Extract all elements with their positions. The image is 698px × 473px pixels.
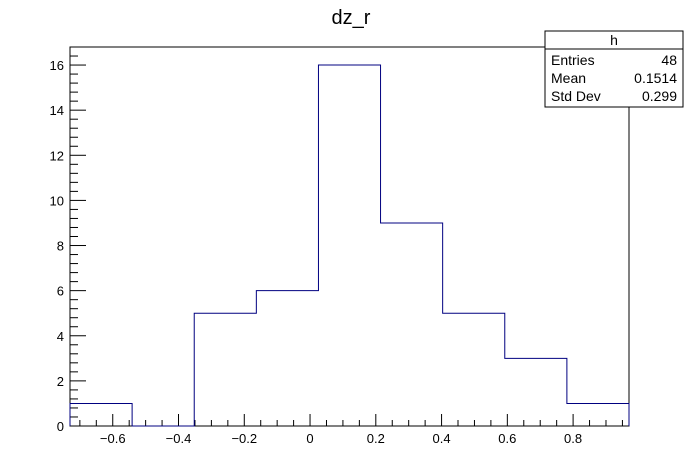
y-tick-label: 6	[57, 284, 64, 299]
x-tick-label: 0.4	[433, 431, 451, 446]
y-tick-label: 4	[57, 329, 64, 344]
y-axis: 0 2 4 6 8 10 12 14 16	[50, 46, 86, 434]
x-tick-label: 0.8	[564, 431, 582, 446]
stats-stddev-label: Std Dev	[551, 88, 601, 104]
histogram-outline	[69, 64, 630, 427]
x-tick-label: 0.6	[498, 431, 516, 446]
stats-box-frame	[544, 30, 684, 108]
y-tick-label: 14	[50, 103, 64, 118]
y-tick-label: 16	[50, 58, 64, 73]
y-tick-label: 2	[57, 374, 64, 389]
x-axis: −0.6 −0.4 −0.2 0 0.2 0.4 0.6 0.8	[79, 414, 623, 446]
stats-stddev-value: 0.299	[642, 88, 677, 104]
y-tick-label: 8	[57, 239, 64, 254]
stats-box: h Entries 48 Mean 0.1514 Std Dev 0.299	[544, 30, 684, 108]
stats-mean-label: Mean	[551, 70, 586, 86]
y-tick-label: 12	[50, 148, 64, 163]
x-tick-label: 0.2	[367, 431, 385, 446]
histogram-series	[69, 64, 630, 427]
x-tick-label: −0.2	[231, 431, 257, 446]
stats-box-title: h	[610, 32, 618, 48]
stats-entries-label: Entries	[551, 52, 595, 68]
y-tick-label: 0	[57, 419, 64, 434]
stats-entries-value: 48	[661, 52, 677, 68]
x-tick-label: 0	[306, 431, 313, 446]
x-tick-label: −0.6	[100, 431, 126, 446]
y-tick-label: 10	[50, 193, 64, 208]
chart-title: dz_r	[332, 7, 371, 29]
x-tick-label: −0.4	[166, 431, 192, 446]
stats-mean-value: 0.1514	[634, 70, 677, 86]
